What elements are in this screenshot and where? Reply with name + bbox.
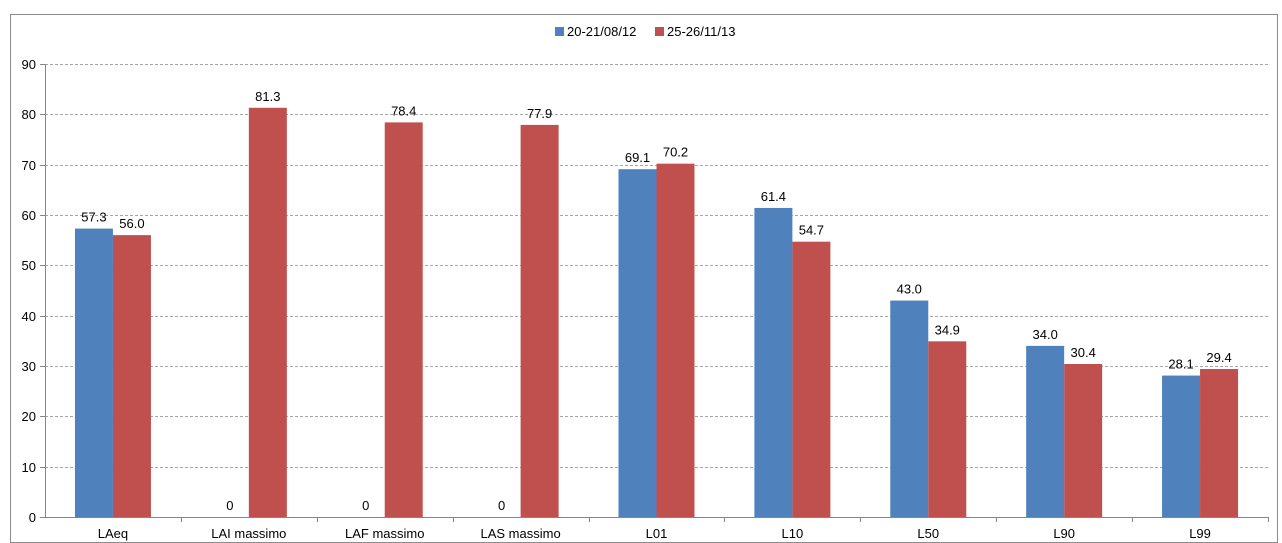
y-tick-label: 10: [22, 460, 36, 475]
x-tick-label: L90: [1053, 526, 1075, 541]
bar: [792, 241, 831, 517]
data-label: 61.4: [761, 189, 786, 204]
bar: [754, 207, 793, 517]
data-label: 34.9: [935, 322, 960, 337]
data-label: 29.4: [1206, 350, 1231, 365]
data-label: 34.0: [1033, 327, 1058, 342]
legend-swatch: [555, 27, 564, 36]
data-label: 70.2: [663, 145, 688, 160]
bar: [618, 169, 657, 518]
data-label: 43.0: [897, 282, 922, 297]
x-tick-label: LAI massimo: [211, 526, 286, 541]
y-tick-label: 0: [29, 510, 36, 525]
data-label: 0: [362, 498, 369, 513]
bar: [656, 163, 695, 517]
x-tick-label: L10: [782, 526, 804, 541]
data-label: 57.3: [81, 210, 106, 225]
x-tick-label: LAeq: [98, 526, 128, 541]
bar: [248, 107, 287, 517]
data-label: 69.1: [625, 150, 650, 165]
data-label: 0: [226, 498, 233, 513]
bar: [520, 124, 559, 518]
data-label: 56.0: [119, 216, 144, 231]
bar: [1200, 369, 1239, 517]
data-label: 28.1: [1168, 357, 1193, 372]
data-label: 77.9: [527, 106, 552, 121]
bar: [1026, 345, 1065, 517]
y-tick-label: 30: [22, 359, 36, 374]
x-tick-label: LAF massimo: [345, 526, 424, 541]
bar: [1162, 375, 1201, 517]
bar: [928, 341, 967, 517]
legend-swatch: [655, 27, 664, 36]
bars-layer: [74, 107, 1239, 518]
x-tick-label: L50: [917, 526, 939, 541]
bar: [74, 228, 113, 517]
y-tick-label: 40: [22, 309, 36, 324]
y-tick-label: 20: [22, 409, 36, 424]
bar: [384, 122, 423, 518]
y-tick-label: 60: [22, 208, 36, 223]
data-label: 30.4: [1071, 345, 1096, 360]
x-tick-label: L01: [646, 526, 668, 541]
y-tick-label: 90: [22, 57, 36, 72]
data-label: 78.4: [391, 103, 416, 118]
labels-layer: 57.3 56.0 0 81.3 0 78.4 0 77.9 69.1 70.2 61.4 54.7 4…: [81, 89, 1231, 513]
x-tick-label: LAS massimo: [481, 526, 561, 541]
x-tick-label: L99: [1189, 526, 1211, 541]
y-tick-label: 70: [22, 158, 36, 173]
data-label: 54.7: [799, 223, 824, 238]
y-tick-label: 50: [22, 258, 36, 273]
bar: [112, 235, 151, 517]
data-label: 0: [498, 498, 505, 513]
bar: [1064, 363, 1103, 517]
y-tick-label: 80: [22, 107, 36, 122]
legend: 20-21/08/12 25-26/11/13: [555, 24, 735, 39]
data-label: 81.3: [255, 89, 280, 104]
legend-label: 20-21/08/12: [567, 24, 636, 39]
bar: [890, 300, 929, 517]
axis-layer: 0 10 20 30 40 50 60 70 80 90 LAeq LAI massimo LAF ma…: [22, 57, 1269, 541]
legend-label: 25-26/11/13: [667, 24, 735, 39]
